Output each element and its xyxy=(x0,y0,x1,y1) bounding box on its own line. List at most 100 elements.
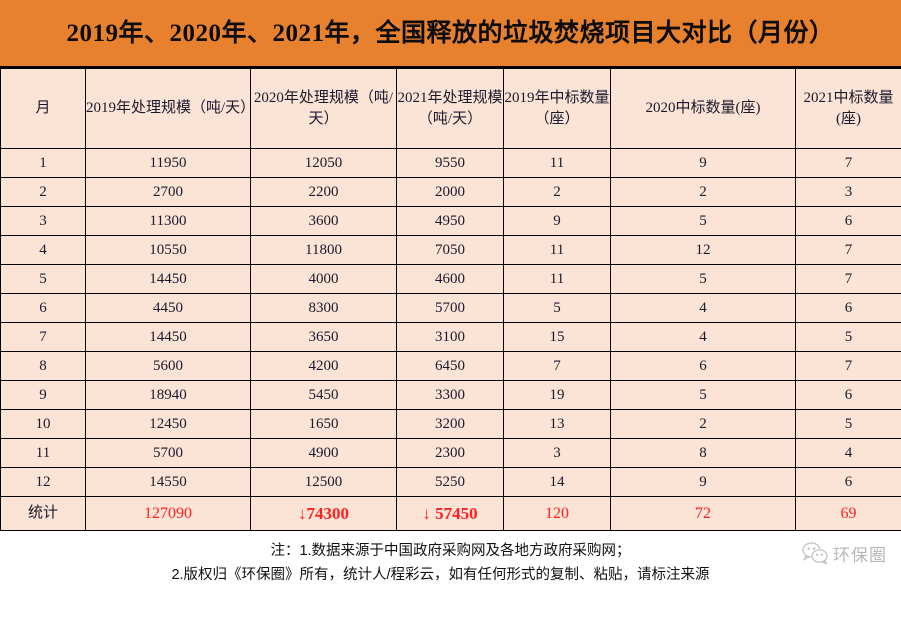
footer-note-copyright: 2.版权归《环保圈》所有，统计人/程彩云，如有任何形式的复制、粘贴，请标注来源 xyxy=(171,566,710,583)
cell-bids-2021: 7 xyxy=(795,351,901,381)
cell-bids-2019: 14 xyxy=(503,467,611,497)
cell-scale-2021: 6450 xyxy=(396,351,504,381)
cell-month: 11 xyxy=(0,438,86,468)
cell-scale-2020: 11800 xyxy=(250,235,397,265)
watermark-label: 环保圈 xyxy=(833,545,887,565)
cell-scale-2021: 3200 xyxy=(396,409,504,439)
cell-scale-2021: 5700 xyxy=(396,293,504,323)
cell-scale-2019: 14450 xyxy=(85,322,251,352)
cell-scale-2019: 5600 xyxy=(85,351,251,381)
table-header: 月 2019年处理规模（吨/天） 2020年处理规模（吨/天） 2021年处理规… xyxy=(0,68,901,149)
page-title: 2019年、2020年、2021年，全国释放的垃圾焚烧项目大对比（月份） xyxy=(66,19,835,47)
cell-month: 1 xyxy=(0,148,86,178)
cell-bids-2020: 9 xyxy=(610,467,796,497)
summary-scale-2021: ↓ 57450 xyxy=(396,496,504,531)
cell-scale-2019: 5700 xyxy=(85,438,251,468)
table-row: 3 11300 3600 4950 9 5 6 xyxy=(0,206,901,236)
table-body: 1 11950 12050 9550 11 9 7 2 2700 2200 20… xyxy=(0,148,901,531)
cell-bids-2019: 9 xyxy=(503,206,611,236)
cell-scale-2019: 11950 xyxy=(85,148,251,178)
column-header-bids-2019: 2019年中标数量（座） xyxy=(503,68,611,149)
table-header-row: 月 2019年处理规模（吨/天） 2020年处理规模（吨/天） 2021年处理规… xyxy=(0,68,901,149)
cell-bids-2019: 2 xyxy=(503,177,611,207)
cell-scale-2019: 10550 xyxy=(85,235,251,265)
summary-scale-2020: ↓74300 xyxy=(250,496,397,531)
column-header-bids-2020: 2020中标数量(座) xyxy=(610,68,796,149)
table-row: 6 4450 8300 5700 5 4 6 xyxy=(0,293,901,323)
cell-bids-2020: 4 xyxy=(610,293,796,323)
cell-scale-2021: 4600 xyxy=(396,264,504,294)
cell-scale-2021: 7050 xyxy=(396,235,504,265)
cell-bids-2021: 3 xyxy=(795,177,901,207)
cell-bids-2021: 6 xyxy=(795,293,901,323)
watermark: 环保圈 xyxy=(802,541,887,566)
cell-month: 8 xyxy=(0,351,86,381)
cell-scale-2019: 14550 xyxy=(85,467,251,497)
cell-month: 12 xyxy=(0,467,86,497)
table-row: 1 11950 12050 9550 11 9 7 xyxy=(0,148,901,178)
cell-month: 10 xyxy=(0,409,86,439)
cell-bids-2019: 15 xyxy=(503,322,611,352)
cell-bids-2021: 6 xyxy=(795,380,901,410)
cell-bids-2020: 6 xyxy=(610,351,796,381)
table-row: 9 18940 5450 3300 19 5 6 xyxy=(0,380,901,410)
cell-bids-2019: 3 xyxy=(503,438,611,468)
cell-scale-2020: 3650 xyxy=(250,322,397,352)
cell-bids-2020: 5 xyxy=(610,264,796,294)
cell-scale-2020: 5450 xyxy=(250,380,397,410)
cell-scale-2020: 4200 xyxy=(250,351,397,381)
cell-scale-2020: 3600 xyxy=(250,206,397,236)
cell-month: 7 xyxy=(0,322,86,352)
summary-label: 统计 xyxy=(0,496,86,531)
cell-scale-2020: 12500 xyxy=(250,467,397,497)
table-row: 8 5600 4200 6450 7 6 7 xyxy=(0,351,901,381)
summary-scale-2019: 127090 xyxy=(85,496,251,531)
cell-month: 5 xyxy=(0,264,86,294)
cell-bids-2020: 12 xyxy=(610,235,796,265)
column-header-bids-2021: 2021中标数量(座) xyxy=(795,68,901,149)
table-row: 2 2700 2200 2000 2 2 3 xyxy=(0,177,901,207)
cell-scale-2019: 18940 xyxy=(85,380,251,410)
table-row: 10 12450 1650 3200 13 2 5 xyxy=(0,409,901,439)
cell-bids-2020: 5 xyxy=(610,206,796,236)
column-header-month: 月 xyxy=(0,68,86,149)
cell-scale-2020: 1650 xyxy=(250,409,397,439)
cell-scale-2019: 4450 xyxy=(85,293,251,323)
cell-bids-2021: 5 xyxy=(795,409,901,439)
table-row: 4 10550 11800 7050 11 12 7 xyxy=(0,235,901,265)
footer-notes: 注：1.数据来源于中国政府采购网及各地方政府采购网； 2.版权归《环保圈》所有，… xyxy=(0,531,901,588)
title-banner: 2019年、2020年、2021年，全国释放的垃圾焚烧项目大对比（月份） xyxy=(0,0,901,68)
table-row: 12 14550 12500 5250 14 9 6 xyxy=(0,467,901,497)
cell-bids-2021: 7 xyxy=(795,264,901,294)
cell-scale-2019: 2700 xyxy=(85,177,251,207)
table-row: 11 5700 4900 2300 3 8 4 xyxy=(0,438,901,468)
cell-bids-2019: 5 xyxy=(503,293,611,323)
cell-bids-2021: 7 xyxy=(795,235,901,265)
cell-bids-2019: 13 xyxy=(503,409,611,439)
cell-scale-2021: 2000 xyxy=(396,177,504,207)
cell-scale-2021: 3300 xyxy=(396,380,504,410)
cell-scale-2020: 4000 xyxy=(250,264,397,294)
waste-incineration-comparison-table: 月 2019年处理规模（吨/天） 2020年处理规模（吨/天） 2021年处理规… xyxy=(0,68,901,531)
table-row: 5 14450 4000 4600 11 5 7 xyxy=(0,264,901,294)
cell-bids-2021: 4 xyxy=(795,438,901,468)
cell-month: 2 xyxy=(0,177,86,207)
summary-bids-2021: 69 xyxy=(795,496,901,531)
cell-bids-2019: 11 xyxy=(503,235,611,265)
cell-scale-2021: 5250 xyxy=(396,467,504,497)
cell-bids-2020: 9 xyxy=(610,148,796,178)
cell-bids-2020: 2 xyxy=(610,409,796,439)
wechat-icon xyxy=(802,542,828,566)
cell-bids-2019: 11 xyxy=(503,148,611,178)
cell-bids-2019: 7 xyxy=(503,351,611,381)
cell-bids-2021: 7 xyxy=(795,148,901,178)
cell-month: 4 xyxy=(0,235,86,265)
cell-bids-2020: 4 xyxy=(610,322,796,352)
summary-row: 统计 127090 ↓74300 ↓ 57450 120 72 69 xyxy=(0,496,901,531)
cell-scale-2019: 11300 xyxy=(85,206,251,236)
cell-bids-2020: 8 xyxy=(610,438,796,468)
cell-scale-2020: 4900 xyxy=(250,438,397,468)
cell-month: 6 xyxy=(0,293,86,323)
cell-bids-2020: 2 xyxy=(610,177,796,207)
